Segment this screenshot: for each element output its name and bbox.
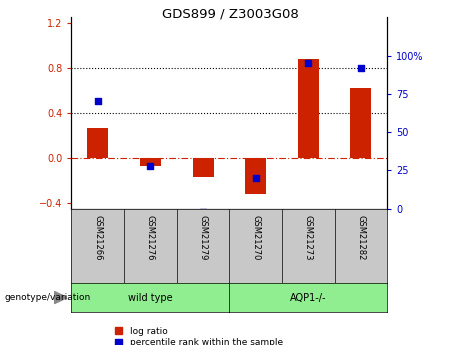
Bar (193, 158, 213, 177)
Text: GDS899 / Z3003G08: GDS899 / Z3003G08 (162, 8, 299, 21)
Point (199, 209, 207, 215)
Bar (140, 158, 161, 166)
Point (94, 99, 101, 104)
Text: GSM21276: GSM21276 (146, 215, 155, 260)
Text: GSM21273: GSM21273 (304, 215, 313, 260)
Bar (87, 128, 108, 158)
Point (357, 65, 365, 71)
Legend: log ratio, percentile rank within the sample: log ratio, percentile rank within the sa… (115, 327, 283, 345)
Text: GSM21279: GSM21279 (199, 215, 207, 260)
Point (252, 175, 260, 181)
Point (147, 163, 154, 169)
Text: genotype/variation: genotype/variation (5, 293, 91, 302)
Text: GSM21266: GSM21266 (93, 215, 102, 260)
Bar (245, 158, 266, 194)
Text: AQP1-/-: AQP1-/- (290, 293, 326, 303)
Text: GSM21282: GSM21282 (356, 215, 366, 260)
Text: wild type: wild type (128, 293, 173, 303)
Point (305, 60, 312, 66)
Polygon shape (54, 292, 67, 304)
Bar (350, 88, 372, 158)
Text: GSM21270: GSM21270 (251, 215, 260, 260)
Bar (298, 59, 319, 158)
